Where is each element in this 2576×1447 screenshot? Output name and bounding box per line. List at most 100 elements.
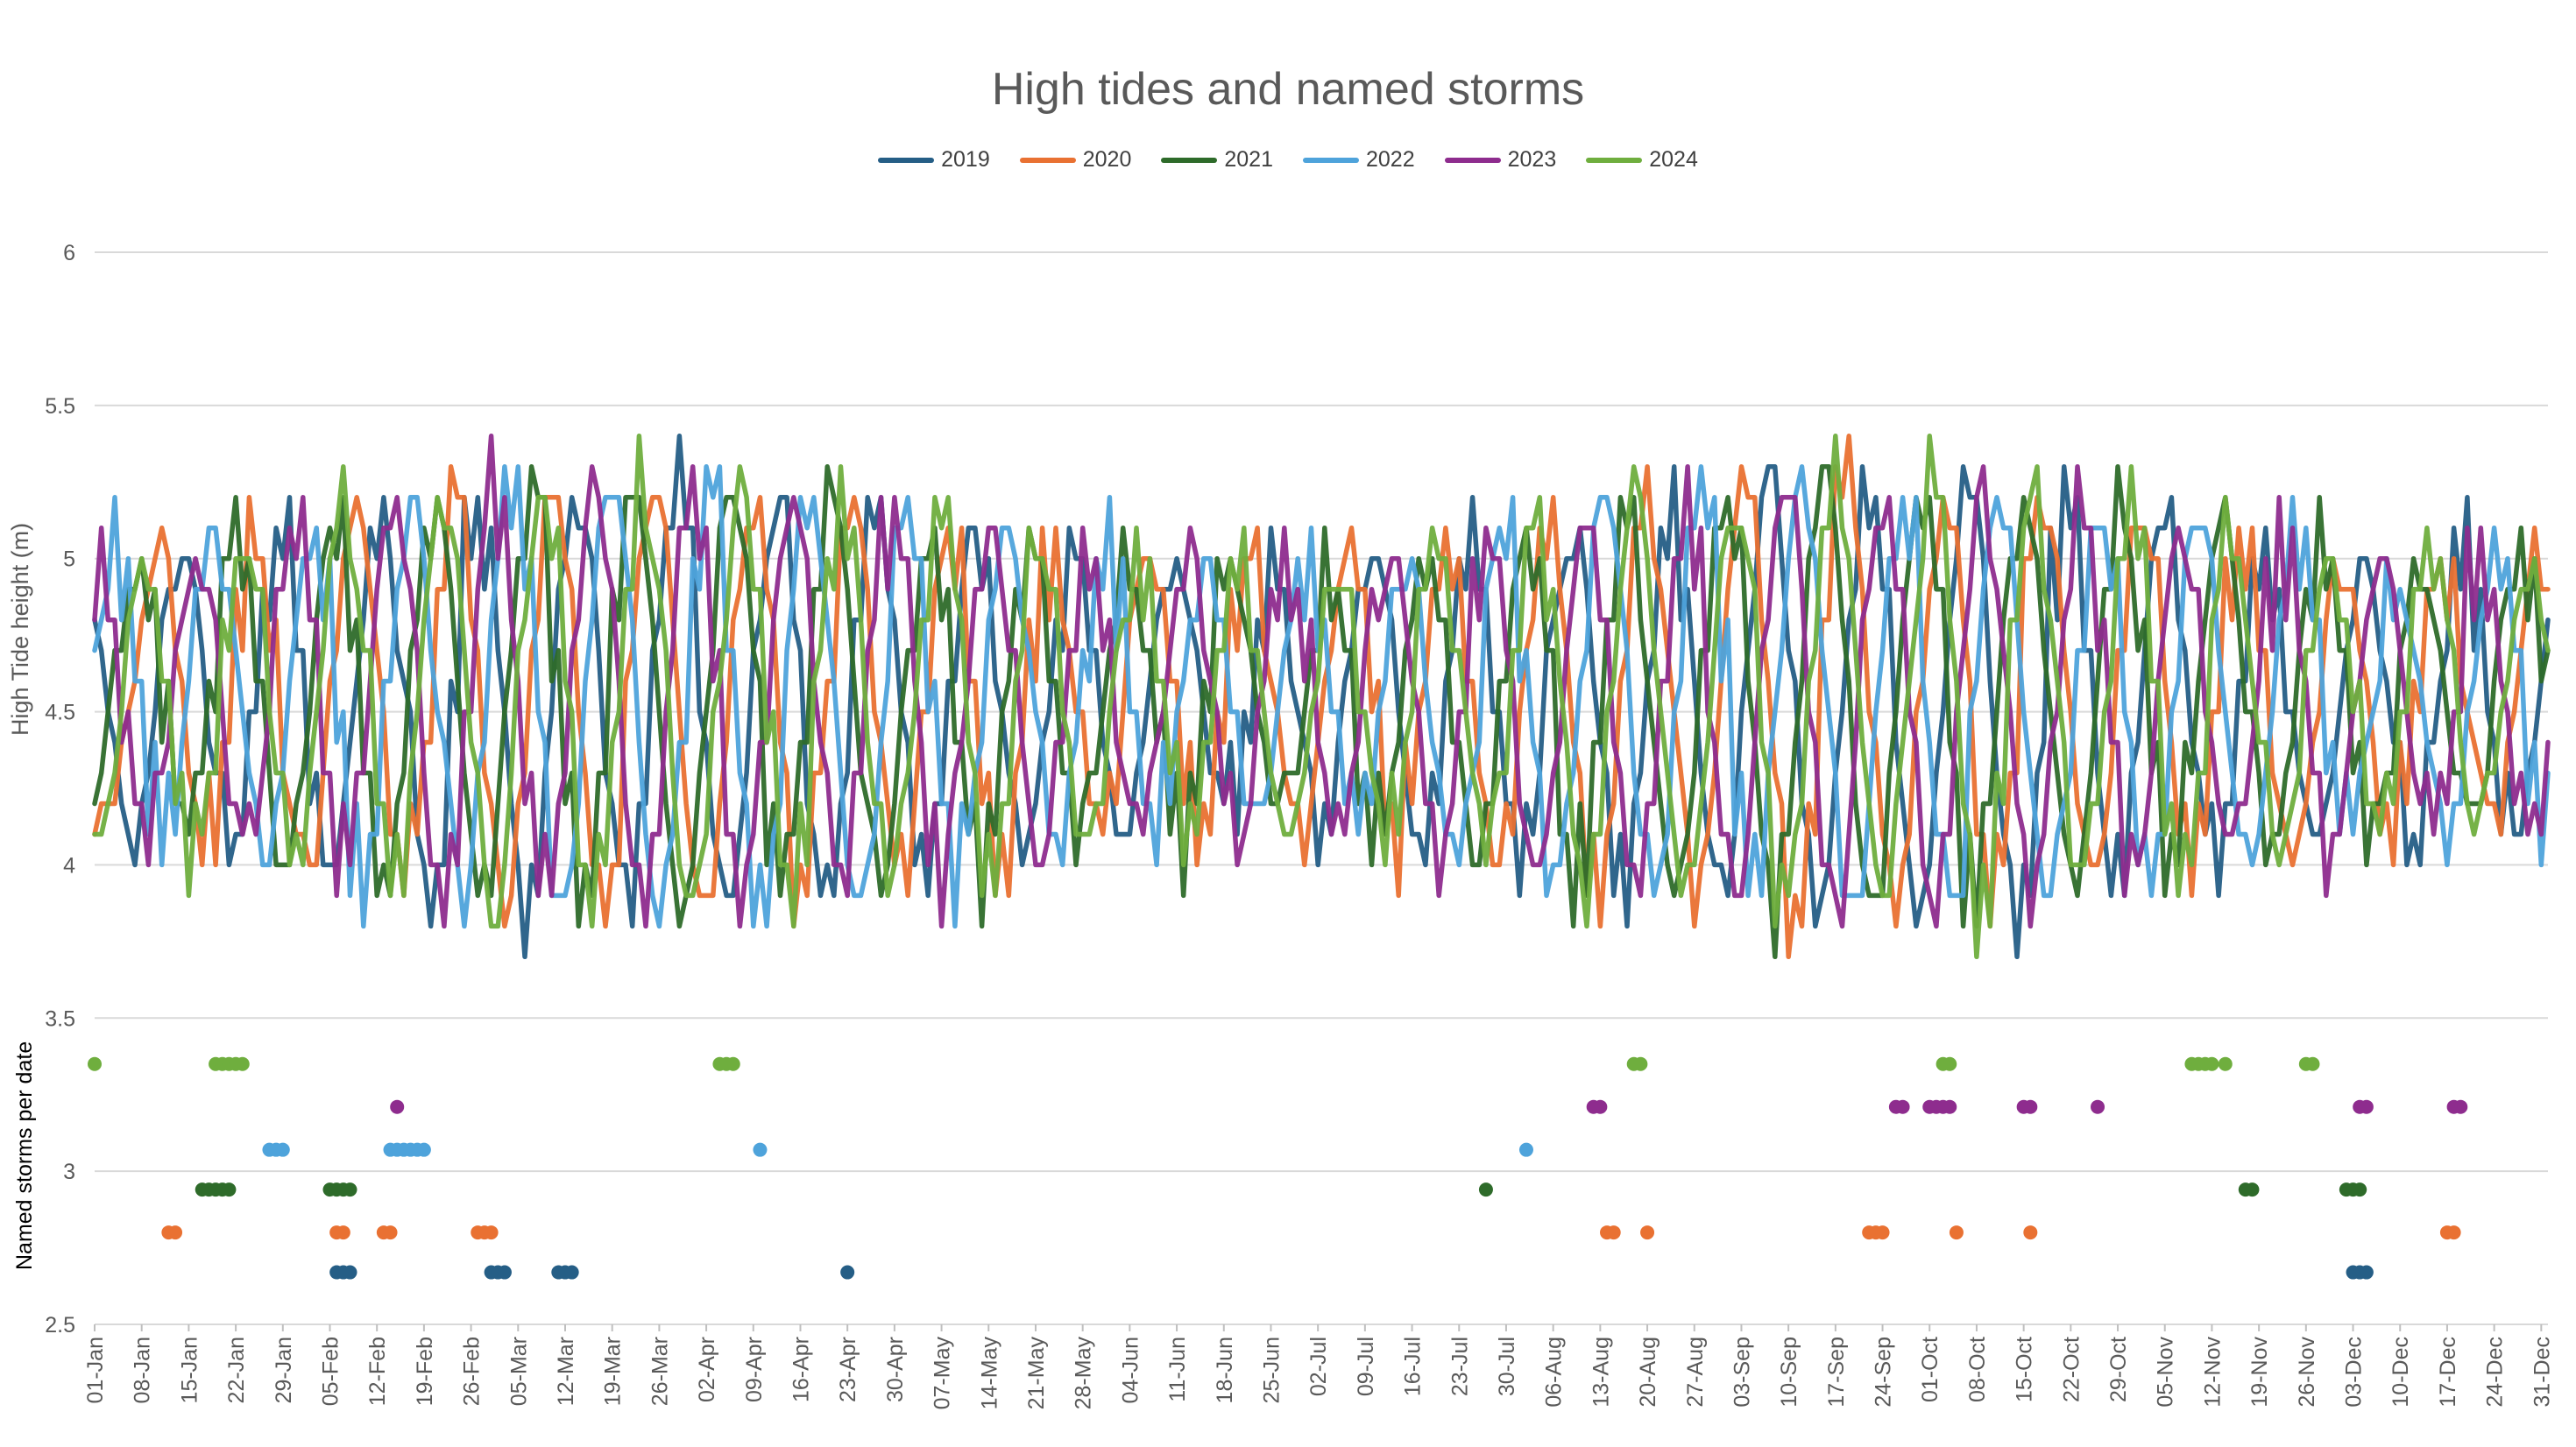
x-tick-label: 10-Sep [1777,1337,1801,1408]
storm-point-2020 [383,1225,398,1240]
y-tick-label: 4.5 [45,701,75,725]
x-tick-label: 01-Jan [83,1337,108,1403]
legend-swatch [1161,157,1218,163]
storm-point-2019 [343,1265,357,1280]
legend-swatch [1019,157,1076,163]
storm-point-2021 [343,1182,357,1197]
storm-point-2019 [840,1265,855,1280]
storm-point-2020 [168,1225,183,1240]
x-tick-label: 02-Apr [695,1337,719,1402]
x-tick-label: 17-Sep [1824,1337,1849,1408]
legend-label: 2022 [1366,147,1415,172]
storm-point-2023 [2453,1099,2468,1114]
x-tick-label: 22-Oct [2059,1337,2084,1402]
x-tick-label: 15-Jan [177,1337,202,1403]
storm-point-2020 [1949,1225,1964,1240]
x-tick-label: 24-Sep [1872,1337,1896,1408]
legend-label: 2024 [1649,147,1698,172]
x-tick-label: 12-Feb [365,1337,390,1406]
x-tick-label: 09-Apr [742,1337,767,1402]
x-tick-label: 28-May [1072,1337,1096,1410]
x-tick-label: 04-Jun [1118,1337,1143,1403]
y-tick-label: 3 [63,1160,75,1184]
y-tick-label: 3.5 [45,1006,75,1031]
storm-point-2021 [222,1182,237,1197]
legend-label: 2023 [1507,147,1557,172]
legend: 2019 2020 2021 2022 2023 2024 [0,147,2576,173]
x-tick-label: 22-Jan [224,1337,249,1403]
x-tick-label: 01-Oct [1918,1337,1943,1402]
x-tick-label: 10-Dec [2388,1337,2413,1408]
storm-point-2024 [2204,1056,2219,1071]
x-tick-label: 03-Dec [2342,1337,2367,1408]
x-tick-label: 03-Sep [1730,1337,1754,1408]
tide-line-2023 [92,434,2551,929]
storm-point-2024 [725,1056,740,1071]
storm-point-2024 [2305,1056,2320,1071]
storm-point-2023 [1895,1099,1910,1114]
storm-point-2019 [497,1265,512,1280]
storm-point-2024 [235,1056,250,1071]
storm-point-2023 [390,1099,405,1114]
x-tick-label: 26-Feb [460,1337,485,1406]
legend-item-2020: 2020 [1019,147,1131,173]
storm-point-2023 [1943,1099,1957,1114]
storm-point-2020 [336,1225,350,1240]
y-tick-label: 5 [63,547,75,572]
x-tick-label: 08-Oct [1965,1337,1990,1402]
chart-title: High tides and named storms [991,64,1585,115]
x-tick-label: 09-Jul [1354,1337,1378,1396]
y-tick-label: 4 [63,853,75,878]
legend-item-2021: 2021 [1161,147,1273,173]
x-tick-label: 11-Jun [1165,1337,1190,1402]
x-tick-label: 20-Aug [1636,1337,1660,1408]
x-tick-label: 05-Mar [506,1337,531,1406]
x-tick-label: 24-Dec [2483,1337,2508,1408]
storm-point-2020 [484,1225,499,1240]
legend-swatch [1586,157,1643,163]
storm-point-2024 [1943,1056,1957,1071]
x-tick-label: 26-Mar [648,1337,672,1406]
storm-point-2020 [1640,1225,1655,1240]
tide-line-2024 [92,434,2551,960]
legend-label: 2019 [941,147,990,172]
legend-item-2024: 2024 [1586,147,1698,173]
storm-point-2021 [2245,1182,2260,1197]
x-tick-label: 13-Aug [1589,1337,1613,1408]
storm-point-2024 [1633,1056,1648,1071]
x-tick-label: 05-Feb [318,1337,343,1406]
storm-point-2020 [2446,1225,2461,1240]
x-tick-label: 19-Nov [2247,1337,2272,1408]
legend-swatch [878,157,935,163]
legend-item-2019: 2019 [878,147,990,173]
x-tick-label: 19-Feb [413,1337,437,1406]
x-tick-label: 12-Nov [2200,1337,2225,1408]
storm-point-2022 [753,1142,768,1157]
legend-swatch [1444,157,1501,163]
storm-point-2021 [2353,1182,2367,1197]
x-tick-label: 23-Jul [1447,1337,1472,1396]
storm-point-2023 [2023,1099,2038,1114]
storm-point-2020 [2023,1225,2038,1240]
x-tick-label: 07-May [931,1337,955,1410]
x-tick-label: 30-Jul [1495,1337,1519,1396]
x-tick-label: 16-Jul [1401,1337,1426,1396]
storm-point-2022 [416,1142,431,1157]
x-tick-label: 15-Oct [2013,1337,2037,1402]
x-tick-label: 29-Jan [272,1337,296,1403]
x-tick-label: 30-Apr [883,1337,908,1402]
x-tick-label: 25-Jun [1259,1337,1284,1403]
x-tick-label: 29-Oct [2106,1337,2131,1402]
storm-point-2020 [1875,1225,1890,1240]
storm-point-2022 [275,1142,290,1157]
storm-point-2019 [2359,1265,2374,1280]
x-tick-label: 12-Mar [554,1337,578,1406]
x-tick-label: 27-Aug [1683,1337,1708,1408]
x-tick-label: 18-Jun [1213,1337,1237,1403]
x-tick-label: 26-Nov [2295,1337,2319,1408]
storm-point-2024 [2218,1056,2233,1071]
x-tick-label: 14-May [977,1337,1001,1410]
storm-point-2023 [2091,1099,2105,1114]
legend-item-2023: 2023 [1444,147,1557,173]
